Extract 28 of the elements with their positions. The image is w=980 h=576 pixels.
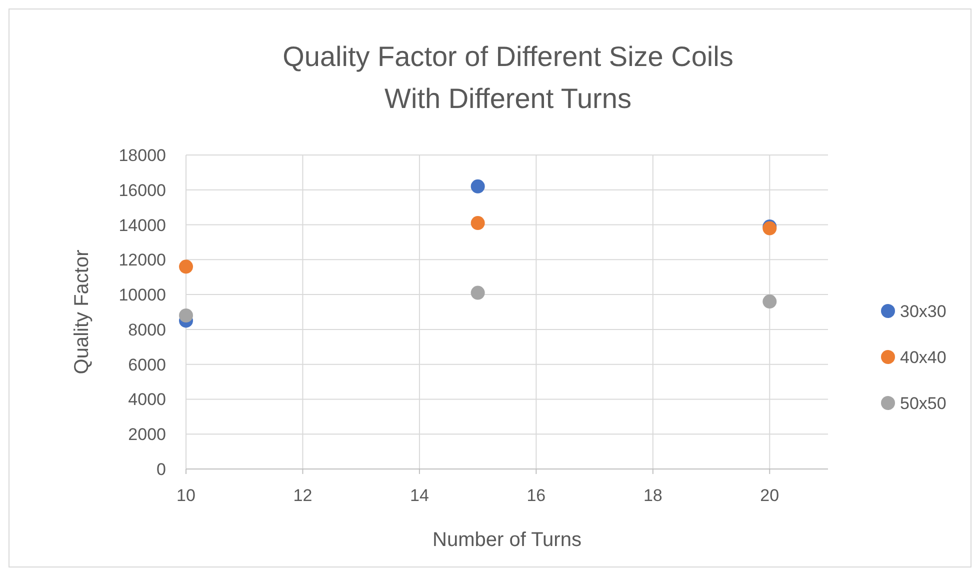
y-tick-label: 0 — [156, 460, 166, 479]
y-tick-label: 6000 — [128, 355, 166, 374]
y-tick-label: 18000 — [118, 146, 166, 165]
x-tick-label: 16 — [526, 486, 546, 505]
point — [470, 216, 485, 230]
point — [179, 260, 193, 274]
chart-title: Quality Factor of Different Size Coils With Different Turns — [282, 41, 734, 114]
y-tick-label: 10000 — [118, 286, 166, 305]
y-tick-label: 12000 — [118, 250, 166, 270]
point — [470, 286, 485, 300]
y-tick-label: 14000 — [118, 216, 166, 235]
y-tick-label: 8000 — [128, 320, 166, 340]
legend-label: 30x30 — [900, 302, 946, 321]
x-axis-title: Number of Turns — [432, 529, 582, 551]
point — [179, 308, 193, 322]
x-tick-label: 12 — [293, 486, 312, 505]
x-tick-label: 14 — [410, 486, 429, 505]
legend-label: 50x50 — [900, 394, 946, 413]
x-tick-label: 10 — [176, 486, 196, 505]
x-tick-label: 20 — [760, 486, 780, 505]
point — [470, 179, 485, 194]
point — [762, 294, 777, 309]
y-axis-title: Quality Factor — [71, 249, 93, 374]
y-tick-label: 4000 — [128, 390, 166, 410]
y-tick-label: 16000 — [118, 180, 166, 200]
x-tick-label: 18 — [643, 486, 662, 505]
legend-label: 40x40 — [900, 348, 946, 367]
y-tick-label: 2000 — [128, 425, 166, 444]
